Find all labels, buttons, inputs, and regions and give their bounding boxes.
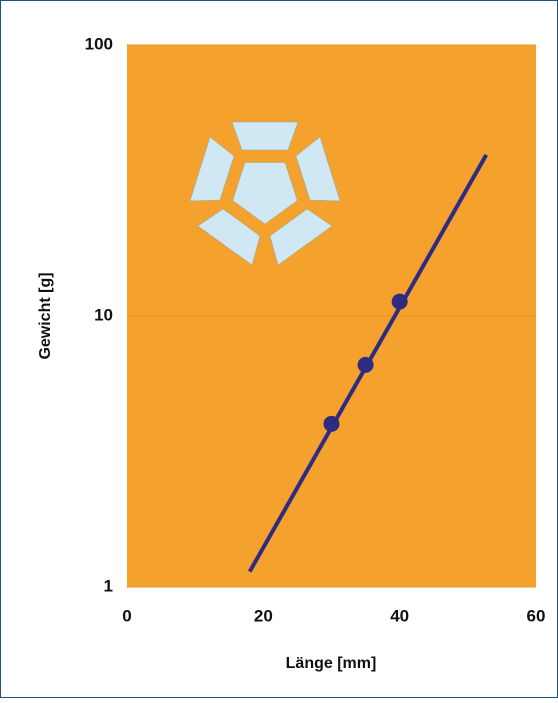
y-axis-title: Gewicht [g] <box>37 272 54 359</box>
icon-piece <box>232 122 298 150</box>
x-tick-label: 20 <box>254 606 273 625</box>
x-tick-label: 60 <box>527 606 546 625</box>
y-tick-label: 10 <box>94 305 113 324</box>
y-tick-label: 100 <box>85 34 113 53</box>
x-tick-label: 0 <box>122 606 131 625</box>
y-tick-label: 1 <box>104 576 113 595</box>
chart: Gewicht [g] Länge [mm] 1 10 100 0 20 40 60 <box>0 0 558 698</box>
x-axis-title: Länge [mm] <box>286 655 377 672</box>
x-tick-label: 40 <box>390 606 409 625</box>
